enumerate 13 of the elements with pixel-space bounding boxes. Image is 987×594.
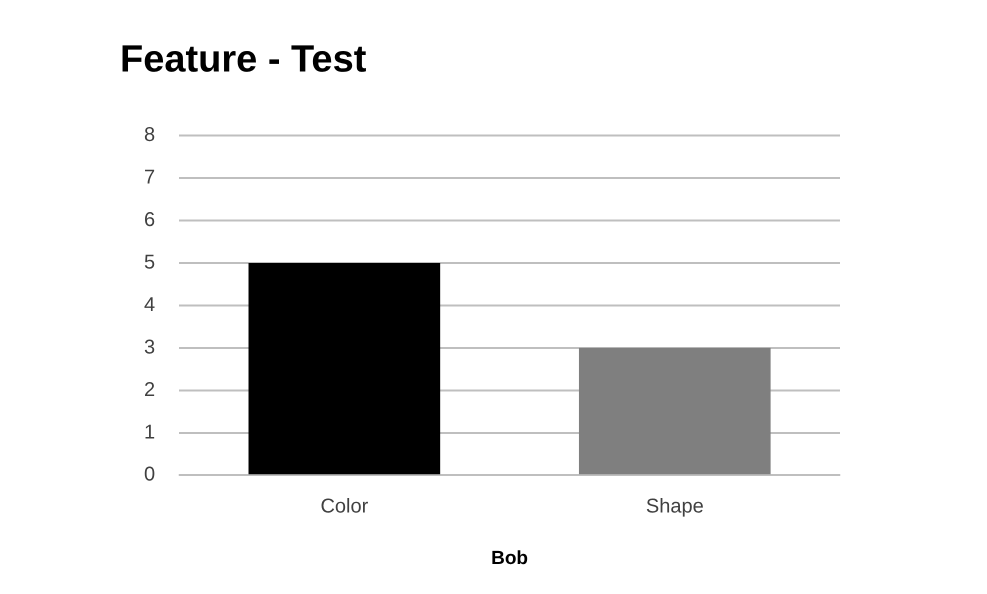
y-tick-label: 6: [144, 209, 156, 232]
y-tick-label: 8: [144, 124, 156, 146]
y-tick-label: 3: [144, 336, 156, 358]
y-tick-label: 0: [144, 464, 156, 486]
x-axis-title: Bob: [491, 548, 528, 569]
x-tick-label: Shape: [646, 496, 704, 518]
y-tick-label: 2: [144, 378, 156, 401]
x-tick-label: Color: [320, 496, 369, 518]
chart-title: Feature - Test: [120, 38, 367, 80]
y-tick-label: 7: [144, 166, 156, 189]
y-tick-label: 4: [144, 294, 156, 316]
y-tick-label: 5: [144, 251, 156, 274]
y-tick-label: 1: [144, 421, 156, 444]
